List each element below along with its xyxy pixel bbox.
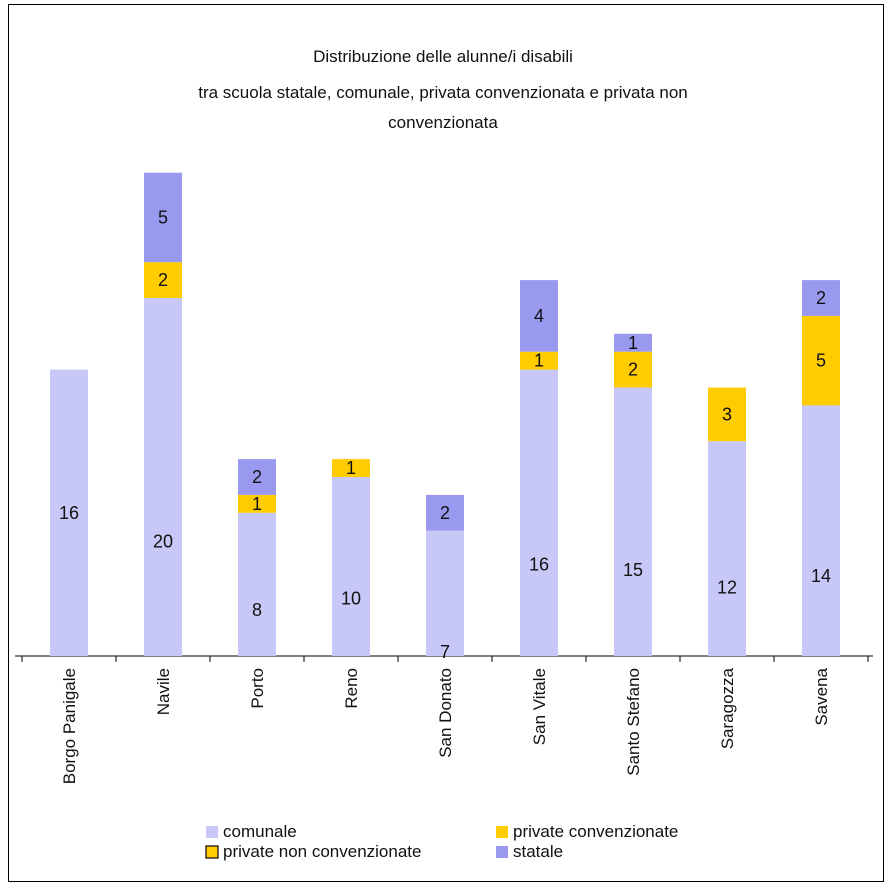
chart-title-line-3: convenzionata [388, 113, 498, 132]
legend-swatch [496, 826, 508, 838]
bar-statale [238, 459, 276, 495]
chart-title-line-1: Distribuzione delle alunne/i disabili [313, 47, 573, 66]
data-label: 4 [534, 306, 544, 326]
legend-swatch [205, 845, 219, 859]
bar-comunale [50, 369, 88, 656]
category-label: Reno [342, 668, 361, 709]
data-label: 2 [252, 467, 262, 487]
data-label: 8 [252, 600, 262, 620]
bar-comunale [708, 441, 746, 656]
category-label: Porto [248, 668, 267, 709]
chart-title-line-2: tra scuola statale, comunale, privata co… [198, 83, 688, 102]
bar-comunale [332, 477, 370, 656]
bar-private-convenzionate [238, 494, 276, 513]
data-label: 14 [811, 566, 831, 586]
data-label: 12 [717, 577, 737, 597]
data-label: 1 [252, 494, 262, 514]
legend-swatch [206, 826, 218, 838]
category-label: Navile [154, 668, 173, 715]
bar-private-convenzionate [708, 387, 746, 442]
legend-label: private non convenzionate [223, 842, 421, 861]
data-label: 20 [153, 531, 173, 551]
data-label: 16 [529, 554, 549, 574]
legend-label: comunale [223, 822, 297, 841]
bar-statale [520, 280, 558, 352]
data-label: 2 [628, 360, 638, 380]
bar-private-convenzionate [144, 262, 182, 298]
bar-private-convenzionate [614, 351, 652, 388]
bar-private-convenzionate [802, 315, 840, 406]
bar-comunale [614, 387, 652, 656]
data-label: 2 [816, 288, 826, 308]
category-label: Santo Stefano [624, 668, 643, 776]
data-label: 2 [440, 503, 450, 523]
category-label: Borgo Panigale [60, 668, 79, 784]
data-label: 5 [158, 207, 168, 227]
bar-comunale [144, 298, 182, 656]
data-label: 2 [158, 270, 168, 290]
bar-comunale [426, 530, 464, 656]
data-label: 5 [816, 351, 826, 371]
legend-label: private convenzionate [513, 822, 678, 841]
data-label: 15 [623, 560, 643, 580]
bar-statale [426, 494, 464, 531]
data-label: 16 [59, 503, 79, 523]
data-label: 1 [346, 458, 356, 478]
bar-comunale [238, 512, 276, 656]
legend-swatch [496, 846, 508, 858]
data-label: 10 [341, 589, 361, 609]
bar-private-convenzionate [332, 459, 370, 477]
legend-label: statale [513, 842, 563, 861]
bar-statale [614, 333, 652, 352]
category-label: Savena [812, 667, 831, 725]
category-label: Saragozza [718, 667, 737, 749]
category-label: San Vitale [530, 668, 549, 745]
data-label: 1 [534, 351, 544, 371]
data-label: 3 [722, 404, 732, 424]
bar-comunale [520, 369, 558, 656]
data-label: 7 [440, 642, 450, 662]
data-label: 1 [628, 333, 638, 353]
category-label: San Donato [436, 668, 455, 758]
bar-statale [802, 280, 840, 316]
bar-statale [144, 172, 182, 263]
bar-private-convenzionate [520, 351, 558, 370]
bar-comunale [802, 405, 840, 656]
